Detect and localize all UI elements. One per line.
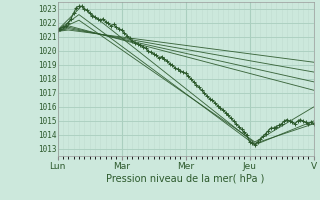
X-axis label: Pression niveau de la mer( hPa ): Pression niveau de la mer( hPa ) — [107, 173, 265, 183]
